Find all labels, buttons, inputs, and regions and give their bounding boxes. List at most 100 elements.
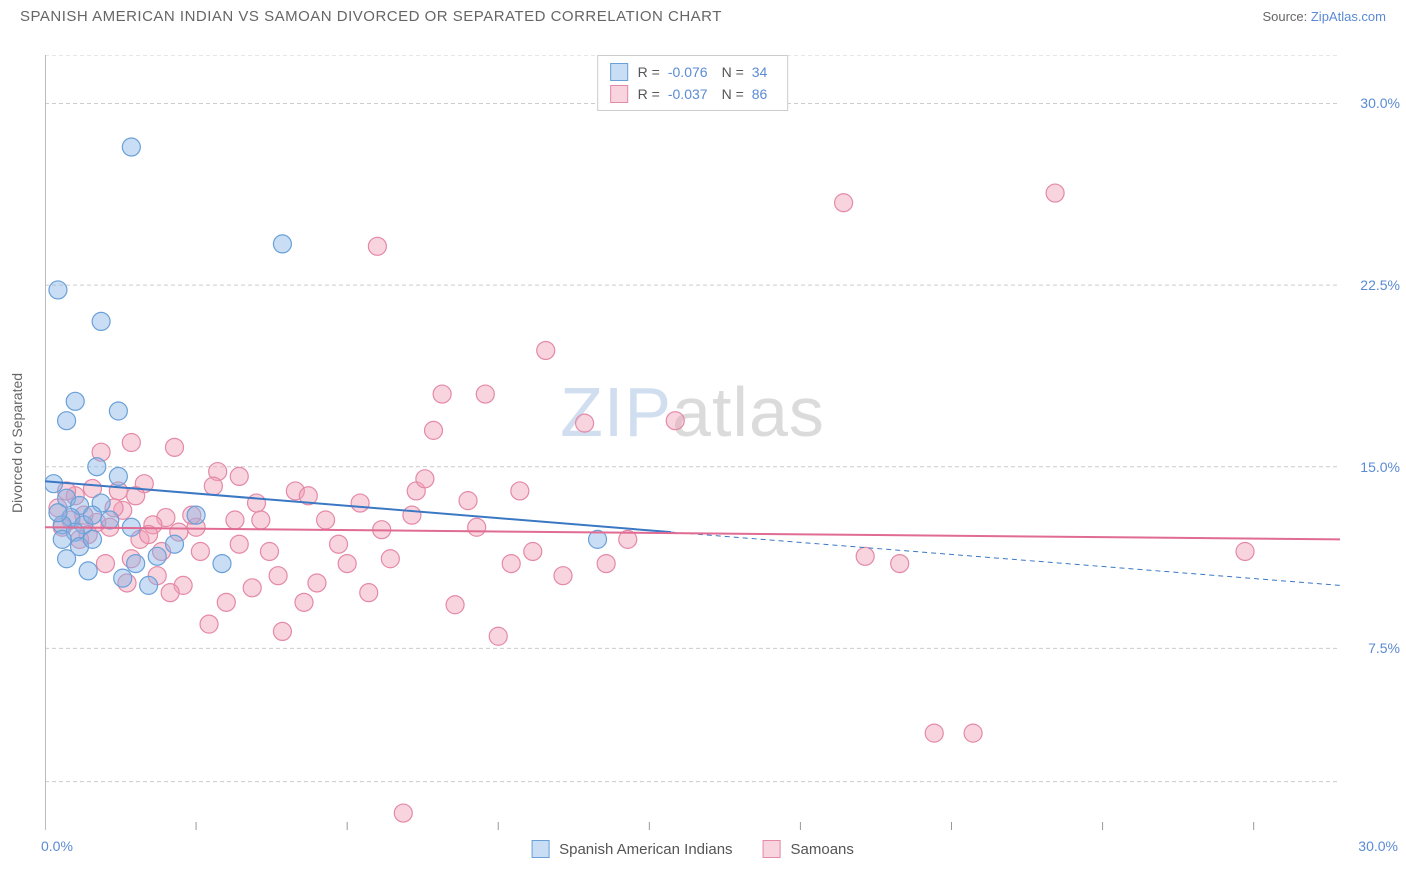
scatter-point — [317, 511, 335, 529]
swatch-blue-icon — [531, 840, 549, 858]
scatter-point — [248, 494, 266, 512]
scatter-point — [597, 555, 615, 573]
scatter-point — [273, 622, 291, 640]
swatch-pink-icon — [610, 85, 628, 103]
scatter-point — [446, 596, 464, 614]
scatter-point — [49, 281, 67, 299]
scatter-point — [101, 511, 119, 529]
n-value-blue: 34 — [752, 61, 768, 83]
scatter-point — [269, 567, 287, 585]
legend-correlation: R = -0.076 N = 34 R = -0.037 N = 86 — [597, 55, 789, 111]
r-value-blue: -0.076 — [668, 61, 708, 83]
chart-title: SPANISH AMERICAN INDIAN VS SAMOAN DIVORC… — [20, 8, 722, 25]
source-label: Source: — [1262, 9, 1310, 24]
scatter-point — [964, 724, 982, 742]
scatter-point — [524, 542, 542, 560]
scatter-point — [489, 627, 507, 645]
scatter-point — [79, 562, 97, 580]
legend-row-pink: R = -0.037 N = 86 — [610, 83, 776, 105]
scatter-point — [330, 535, 348, 553]
scatter-point — [140, 576, 158, 594]
scatter-point — [295, 593, 313, 611]
scatter-point — [83, 506, 101, 524]
scatter-point — [666, 412, 684, 430]
scatter-point — [891, 555, 909, 573]
legend-label-blue: Spanish American Indians — [559, 841, 732, 858]
scatter-point — [260, 542, 278, 560]
scatter-point — [273, 235, 291, 253]
scatter-point — [1046, 184, 1064, 202]
scatter-point — [161, 584, 179, 602]
y-tick-label: 22.5% — [1345, 277, 1400, 293]
scatter-point — [403, 506, 421, 524]
scatter-point — [204, 477, 222, 495]
scatter-point — [1236, 542, 1254, 560]
scatter-point — [66, 392, 84, 410]
scatter-point — [381, 550, 399, 568]
scatter-point — [109, 467, 127, 485]
scatter-point — [360, 584, 378, 602]
scatter-point — [502, 555, 520, 573]
scatter-point — [230, 467, 248, 485]
scatter-point — [476, 385, 494, 403]
scatter-point — [243, 579, 261, 597]
scatter-point — [200, 615, 218, 633]
scatter-point — [58, 550, 76, 568]
scatter-point — [925, 724, 943, 742]
scatter-point — [49, 504, 67, 522]
scatter-point — [856, 547, 874, 565]
scatter-point — [83, 530, 101, 548]
scatter-point — [425, 421, 443, 439]
scatter-point — [468, 518, 486, 536]
scatter-point — [122, 434, 140, 452]
scatter-point — [58, 412, 76, 430]
x-origin-label: 0.0% — [41, 838, 73, 854]
scatter-point — [53, 530, 71, 548]
scatter-plot-svg — [45, 55, 1340, 830]
scatter-point — [213, 555, 231, 573]
scatter-point — [308, 574, 326, 592]
n-label: N = — [722, 61, 744, 83]
y-tick-label: 30.0% — [1345, 95, 1400, 111]
scatter-point — [368, 237, 386, 255]
scatter-point — [122, 138, 140, 156]
scatter-point — [459, 492, 477, 510]
scatter-point — [433, 385, 451, 403]
scatter-point — [148, 547, 166, 565]
scatter-point — [511, 482, 529, 500]
scatter-point — [252, 511, 270, 529]
r-value-pink: -0.037 — [668, 83, 708, 105]
r-label: R = — [638, 61, 660, 83]
scatter-point — [191, 542, 209, 560]
legend-bottom: Spanish American Indians Samoans — [531, 840, 854, 858]
scatter-point — [45, 475, 63, 493]
swatch-blue-icon — [610, 63, 628, 81]
chart-header: SPANISH AMERICAN INDIAN VS SAMOAN DIVORC… — [0, 0, 1406, 29]
scatter-point — [96, 555, 114, 573]
scatter-point — [187, 506, 205, 524]
scatter-point — [88, 458, 106, 476]
scatter-point — [338, 555, 356, 573]
scatter-point — [92, 312, 110, 330]
legend-item-pink: Samoans — [763, 840, 854, 858]
scatter-point — [109, 402, 127, 420]
scatter-point — [127, 555, 145, 573]
n-value-pink: 86 — [752, 83, 768, 105]
chart-area: Divorced or Separated ZIPatlas R = -0.07… — [45, 55, 1340, 830]
scatter-point — [217, 593, 235, 611]
scatter-point — [230, 535, 248, 553]
source-link[interactable]: ZipAtlas.com — [1311, 9, 1386, 24]
scatter-point — [416, 470, 434, 488]
scatter-point — [114, 569, 132, 587]
y-tick-label: 15.0% — [1345, 459, 1400, 475]
legend-item-blue: Spanish American Indians — [531, 840, 732, 858]
scatter-point — [351, 494, 369, 512]
swatch-pink-icon — [763, 840, 781, 858]
r-label: R = — [638, 83, 660, 105]
scatter-point — [166, 535, 184, 553]
scatter-point — [835, 194, 853, 212]
scatter-point — [394, 804, 412, 822]
legend-row-blue: R = -0.076 N = 34 — [610, 61, 776, 83]
scatter-point — [226, 511, 244, 529]
y-tick-label: 7.5% — [1345, 640, 1400, 656]
